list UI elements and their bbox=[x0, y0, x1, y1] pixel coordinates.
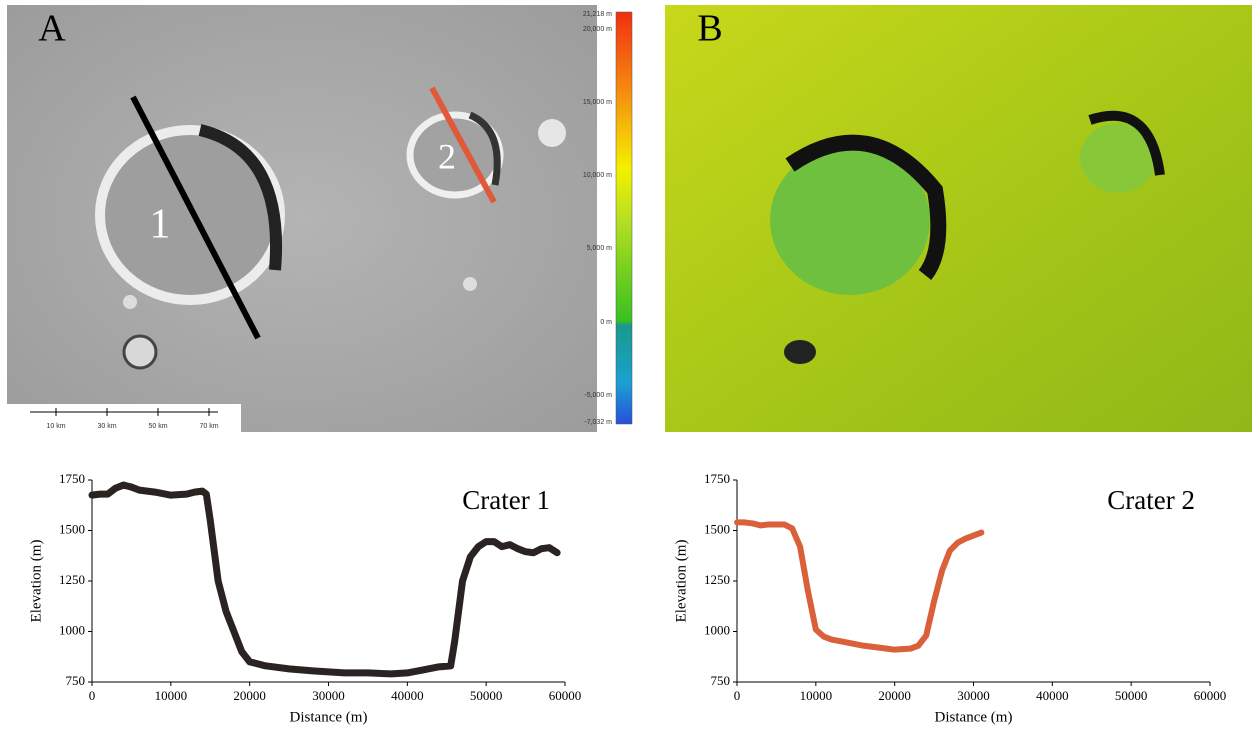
panel-a: A 1 2 bbox=[7, 5, 597, 432]
scale-label: 70 km bbox=[199, 423, 218, 430]
x-tick-label: 20000 bbox=[233, 688, 266, 703]
chart-title: Crater 2 bbox=[1107, 485, 1195, 515]
y-tick-label: 750 bbox=[711, 673, 731, 688]
y-tick-label: 1500 bbox=[59, 521, 85, 536]
x-tick-label: 50000 bbox=[1115, 688, 1148, 703]
profile-label: 1 bbox=[150, 202, 171, 248]
x-tick-label: 0 bbox=[734, 688, 741, 703]
y-tick-label: 1000 bbox=[59, 622, 85, 637]
scale-label: 50 km bbox=[148, 423, 167, 430]
x-tick-label: 10000 bbox=[155, 688, 188, 703]
data-line bbox=[737, 522, 981, 649]
x-tick-label: 50000 bbox=[470, 688, 503, 703]
y-tick-label: 1500 bbox=[704, 521, 730, 536]
y-tick-label: 1250 bbox=[704, 572, 730, 587]
x-tick-label: 30000 bbox=[312, 688, 345, 703]
scale-label: 30 km bbox=[97, 423, 116, 430]
panel-b: B bbox=[665, 5, 1252, 432]
panel-label: A bbox=[38, 8, 66, 50]
y-axis-title: Elevation (m) bbox=[28, 540, 44, 623]
x-tick-label: 0 bbox=[89, 688, 96, 703]
x-tick-label: 60000 bbox=[549, 688, 582, 703]
y-axis-title: Elevation (m) bbox=[673, 540, 689, 623]
colorbar-label: -5,000 m bbox=[584, 392, 612, 399]
colorbar bbox=[597, 5, 665, 432]
colorbar-label: 20,000 m bbox=[583, 26, 612, 33]
x-tick-label: 60000 bbox=[1194, 688, 1227, 703]
x-tick-label: 40000 bbox=[391, 688, 424, 703]
y-tick-label: 1750 bbox=[59, 471, 85, 486]
x-tick-label: 20000 bbox=[878, 688, 911, 703]
chart-title: Crater 1 bbox=[462, 485, 550, 515]
y-tick-label: 1750 bbox=[704, 471, 730, 486]
colorbar-label: 0 m bbox=[600, 319, 612, 326]
colorbar-label: -7,032 m bbox=[584, 419, 612, 426]
profile-label: 2 bbox=[438, 136, 456, 176]
panel-label: B bbox=[697, 8, 722, 50]
x-axis-title: Distance (m) bbox=[290, 709, 368, 725]
y-tick-label: 750 bbox=[66, 673, 86, 688]
x-axis-title: Distance (m) bbox=[935, 709, 1013, 725]
colorbar-label: 5,000 m bbox=[587, 245, 612, 252]
scale-label: 10 km bbox=[46, 423, 65, 430]
y-tick-label: 1000 bbox=[704, 622, 730, 637]
colorbar-label: 21,218 m bbox=[583, 11, 612, 18]
colorbar-label: 10,000 m bbox=[583, 172, 612, 179]
x-tick-label: 40000 bbox=[1036, 688, 1069, 703]
colorbar-label: 15,000 m bbox=[583, 99, 612, 106]
figure: A 1 2 B 21,218 m20,000 m15,000 m10,000 m… bbox=[0, 0, 1252, 732]
x-tick-label: 10000 bbox=[800, 688, 833, 703]
x-tick-label: 30000 bbox=[957, 688, 990, 703]
y-tick-label: 1250 bbox=[59, 572, 85, 587]
